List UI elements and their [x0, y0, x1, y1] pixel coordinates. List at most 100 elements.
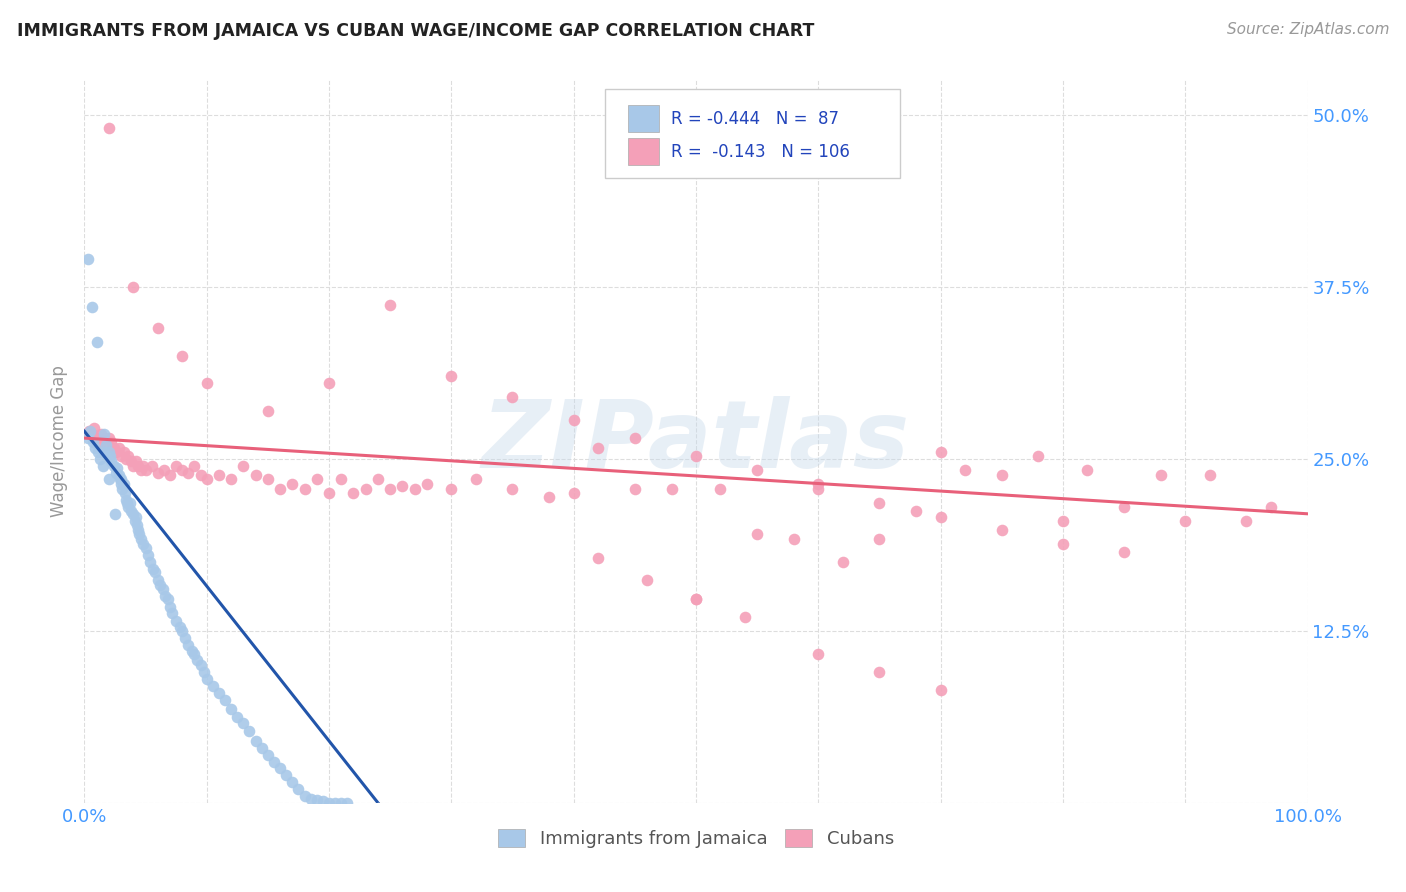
Point: [141, 458, 163, 473]
Point: [79, 424, 101, 438]
Point: [80, 427, 103, 442]
Point: [172, 624, 194, 638]
Text: ZIPatlas: ZIPatlas: [482, 395, 910, 488]
Point: [330, 472, 353, 486]
Point: [195, 376, 218, 390]
Point: [305, 793, 328, 807]
Point: [129, 532, 152, 546]
Point: [143, 565, 166, 579]
Point: [91, 445, 114, 459]
Point: [1260, 500, 1282, 514]
Point: [173, 631, 195, 645]
Point: [586, 441, 609, 455]
Point: [263, 755, 285, 769]
Point: [440, 482, 463, 496]
Point: [734, 610, 756, 624]
Point: [190, 468, 212, 483]
Point: [97, 445, 120, 459]
Point: [108, 472, 131, 486]
Point: [232, 716, 254, 731]
Point: [502, 390, 524, 404]
Point: [110, 476, 132, 491]
Point: [112, 476, 135, 491]
Point: [1174, 514, 1197, 528]
Point: [287, 782, 309, 797]
Point: [318, 376, 340, 390]
Point: [869, 496, 891, 510]
Point: [98, 449, 121, 463]
Point: [87, 445, 110, 459]
Point: [404, 482, 426, 496]
Point: [117, 500, 139, 514]
Point: [169, 620, 191, 634]
Point: [86, 431, 108, 445]
Point: [86, 334, 108, 349]
Point: [84, 441, 107, 455]
Point: [82, 435, 104, 450]
Point: [869, 665, 891, 679]
Point: [195, 472, 218, 486]
Point: [190, 658, 212, 673]
Point: [281, 476, 304, 491]
Point: [115, 451, 138, 466]
Point: [159, 600, 181, 615]
Point: [1052, 514, 1074, 528]
Point: [97, 472, 120, 486]
Point: [929, 445, 952, 459]
Point: [120, 504, 142, 518]
Point: [257, 747, 280, 762]
Point: [747, 463, 769, 477]
Point: [107, 441, 129, 455]
Point: [269, 761, 291, 775]
Point: [105, 466, 128, 480]
Point: [111, 482, 134, 496]
Point: [172, 463, 194, 477]
Point: [416, 476, 439, 491]
Point: [269, 482, 291, 496]
Point: [318, 486, 340, 500]
Point: [100, 435, 122, 450]
Point: [953, 463, 976, 477]
Point: [162, 606, 184, 620]
Point: [281, 775, 304, 789]
Point: [96, 438, 118, 452]
Point: [159, 468, 181, 483]
Point: [193, 665, 215, 679]
Point: [153, 590, 176, 604]
Point: [219, 472, 242, 486]
Point: [245, 734, 267, 748]
Point: [208, 686, 231, 700]
Point: [122, 458, 145, 473]
Point: [312, 794, 335, 808]
Text: R = -0.444   N =  87: R = -0.444 N = 87: [671, 110, 838, 128]
Point: [104, 507, 127, 521]
Point: [146, 321, 169, 335]
Point: [330, 796, 353, 810]
Point: [1052, 537, 1074, 551]
Point: [276, 768, 298, 782]
Point: [294, 789, 316, 803]
Point: [97, 121, 120, 136]
Text: R =  -0.143   N = 106: R = -0.143 N = 106: [671, 143, 849, 161]
Point: [125, 517, 148, 532]
Point: [172, 349, 194, 363]
Point: [177, 638, 200, 652]
Point: [181, 644, 204, 658]
Point: [685, 449, 707, 463]
Point: [391, 479, 413, 493]
Point: [831, 555, 853, 569]
Point: [77, 252, 100, 267]
Point: [661, 482, 683, 496]
Point: [146, 466, 169, 480]
Point: [114, 486, 136, 500]
Point: [77, 431, 100, 445]
Point: [135, 463, 157, 477]
Point: [149, 578, 172, 592]
Point: [250, 740, 273, 755]
Point: [165, 458, 187, 473]
Point: [105, 461, 128, 475]
Point: [1198, 468, 1220, 483]
Point: [807, 476, 830, 491]
Point: [624, 431, 647, 445]
Point: [219, 702, 242, 716]
